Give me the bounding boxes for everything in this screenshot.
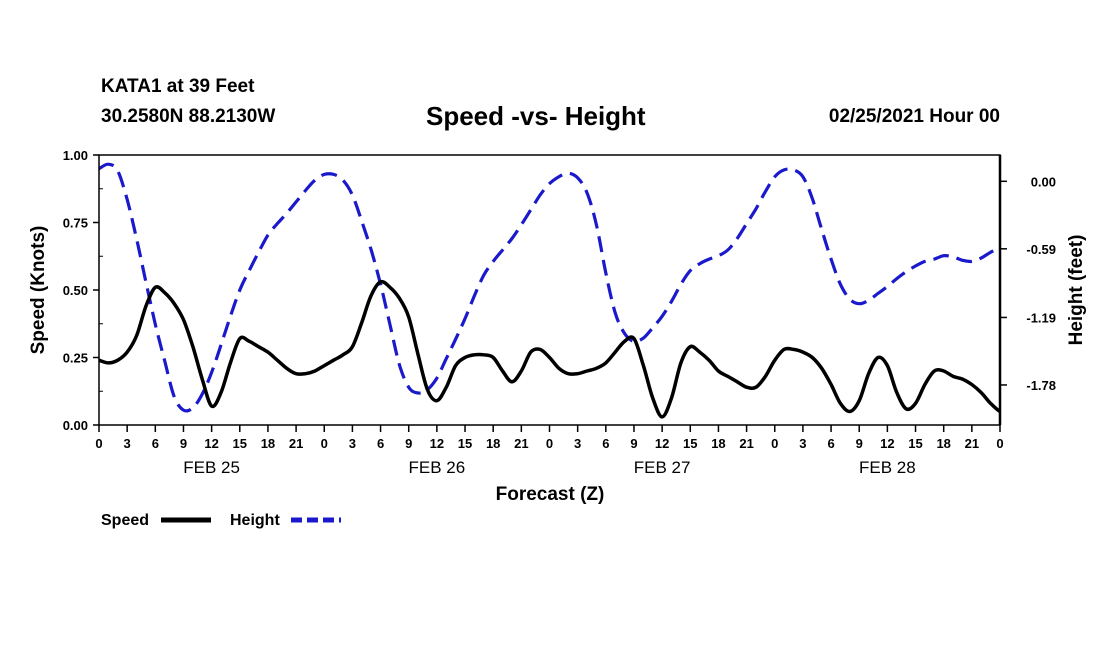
x-tick-label: 15 [683,436,697,451]
x-tick-label: 18 [936,436,950,451]
x-tick-label: 0 [321,436,328,451]
x-tick-label: 9 [630,436,637,451]
x-tick-label: 0 [996,436,1003,451]
y-tick-label: 0.75 [63,216,88,231]
legend: Speed Height [101,512,341,529]
day-labels: FEB 25 FEB 26 FEB 27 FEB 28 [183,458,915,477]
x-tick-label: 18 [261,436,275,451]
y2-ticks: 0.00 -0.59 -1.19 -1.78 [1000,174,1056,393]
height-series-line [99,162,1000,413]
x-tick-label: 21 [289,436,303,451]
x-tick-label: 12 [655,436,669,451]
station-label: KATA1 at 39 Feet [101,76,255,97]
x-tick-label: 6 [152,436,159,451]
legend-height-label: Height [230,512,280,529]
y-tick-label: 1.00 [63,148,88,163]
x-tick-label: 15 [233,436,247,451]
y-ticks: 0.00 0.25 0.50 0.75 1.00 [63,148,99,433]
x-tick-label: 15 [458,436,472,451]
x-tick-label: 9 [856,436,863,451]
x-tick-label: 12 [880,436,894,451]
x-tick-label: 12 [430,436,444,451]
day-label: FEB 25 [183,458,240,477]
x-tick-label: 6 [377,436,384,451]
x-axis-label: Forecast (Z) [496,484,605,505]
day-label: FEB 26 [409,458,466,477]
y2-tick-label: 0.00 [1031,174,1056,189]
x-tick-label: 9 [180,436,187,451]
x-tick-label: 6 [827,436,834,451]
x-tick-label: 6 [602,436,609,451]
x-tick-label: 21 [965,436,979,451]
series-layer [99,162,1000,419]
y2-axis-label: Height (feet) [1066,235,1087,346]
forecast-datetime: 02/25/2021 Hour 00 [828,106,1000,127]
legend-speed-label: Speed [101,512,149,529]
speed-series-line [99,279,1000,419]
y2-tick-label: -1.78 [1026,378,1056,393]
x-ticks: 0 3 6 9 12 15 18 21 0 3 6 9 12 15 18 21 0 3 6 9 12 15 18 21 0 3 6 9… [95,425,1004,451]
x-tick-label: 21 [739,436,753,451]
day-label: FEB 27 [634,458,691,477]
y-tick-label: 0.00 [63,418,88,433]
x-tick-label: 9 [405,436,412,451]
x-tick-label: 3 [349,436,356,451]
x-tick-label: 12 [204,436,218,451]
x-tick-label: 21 [514,436,528,451]
x-tick-label: 0 [546,436,553,451]
y-axis-label: Speed (Knots) [28,226,49,355]
x-tick-label: 18 [486,436,500,451]
y-tick-label: 0.50 [63,283,88,298]
x-tick-label: 0 [771,436,778,451]
x-tick-label: 3 [574,436,581,451]
y2-tick-label: -1.19 [1026,310,1056,325]
x-tick-label: 3 [124,436,131,451]
chart-title: Speed -vs- Height [426,101,646,131]
y2-tick-label: -0.59 [1026,242,1056,257]
x-tick-label: 15 [908,436,922,451]
x-tick-label: 0 [95,436,102,451]
x-tick-label: 18 [711,436,725,451]
coordinates-label: 30.2580N 88.2130W [101,106,276,127]
y-tick-label: 0.25 [63,351,88,366]
day-label: FEB 28 [859,458,916,477]
x-tick-label: 3 [799,436,806,451]
